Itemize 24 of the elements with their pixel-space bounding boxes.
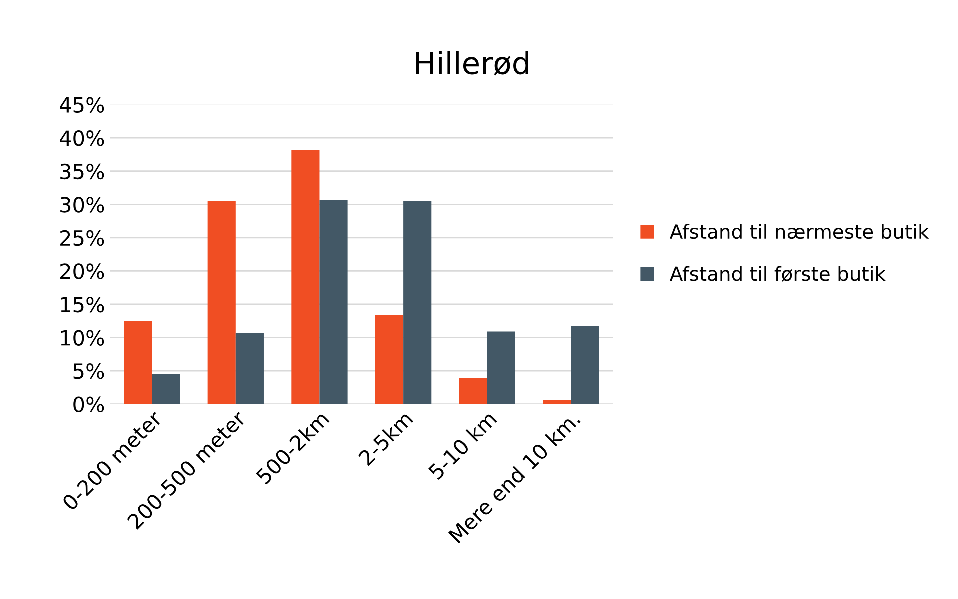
y-tick-label: 35% (60, 164, 104, 180)
y-tick-label: 25% (60, 230, 104, 246)
chart-title: Hillerød (416, 51, 528, 76)
y-tick-label: 30% (60, 197, 104, 213)
bar (124, 321, 152, 404)
bar (571, 326, 600, 404)
bar (404, 201, 432, 404)
legend-label: Afstand til første butik (670, 266, 886, 282)
y-tick-label: 0% (74, 396, 104, 413)
legend-label: Afstand til nærmeste butik (670, 224, 930, 240)
y-tick-label: 15% (61, 296, 104, 313)
bar (459, 378, 488, 404)
bar (208, 201, 236, 404)
y-tick-label: 20% (60, 264, 104, 280)
y-tick-label: 5% (74, 364, 104, 380)
y-tick-label: 40% (60, 130, 104, 146)
bar (375, 315, 404, 404)
bar (292, 150, 320, 404)
bar (487, 332, 516, 404)
y-tick-label: 45% (60, 97, 104, 114)
bar (320, 200, 348, 404)
bar (236, 333, 264, 404)
y-tick-label: 10% (61, 330, 104, 346)
bar (152, 374, 180, 404)
